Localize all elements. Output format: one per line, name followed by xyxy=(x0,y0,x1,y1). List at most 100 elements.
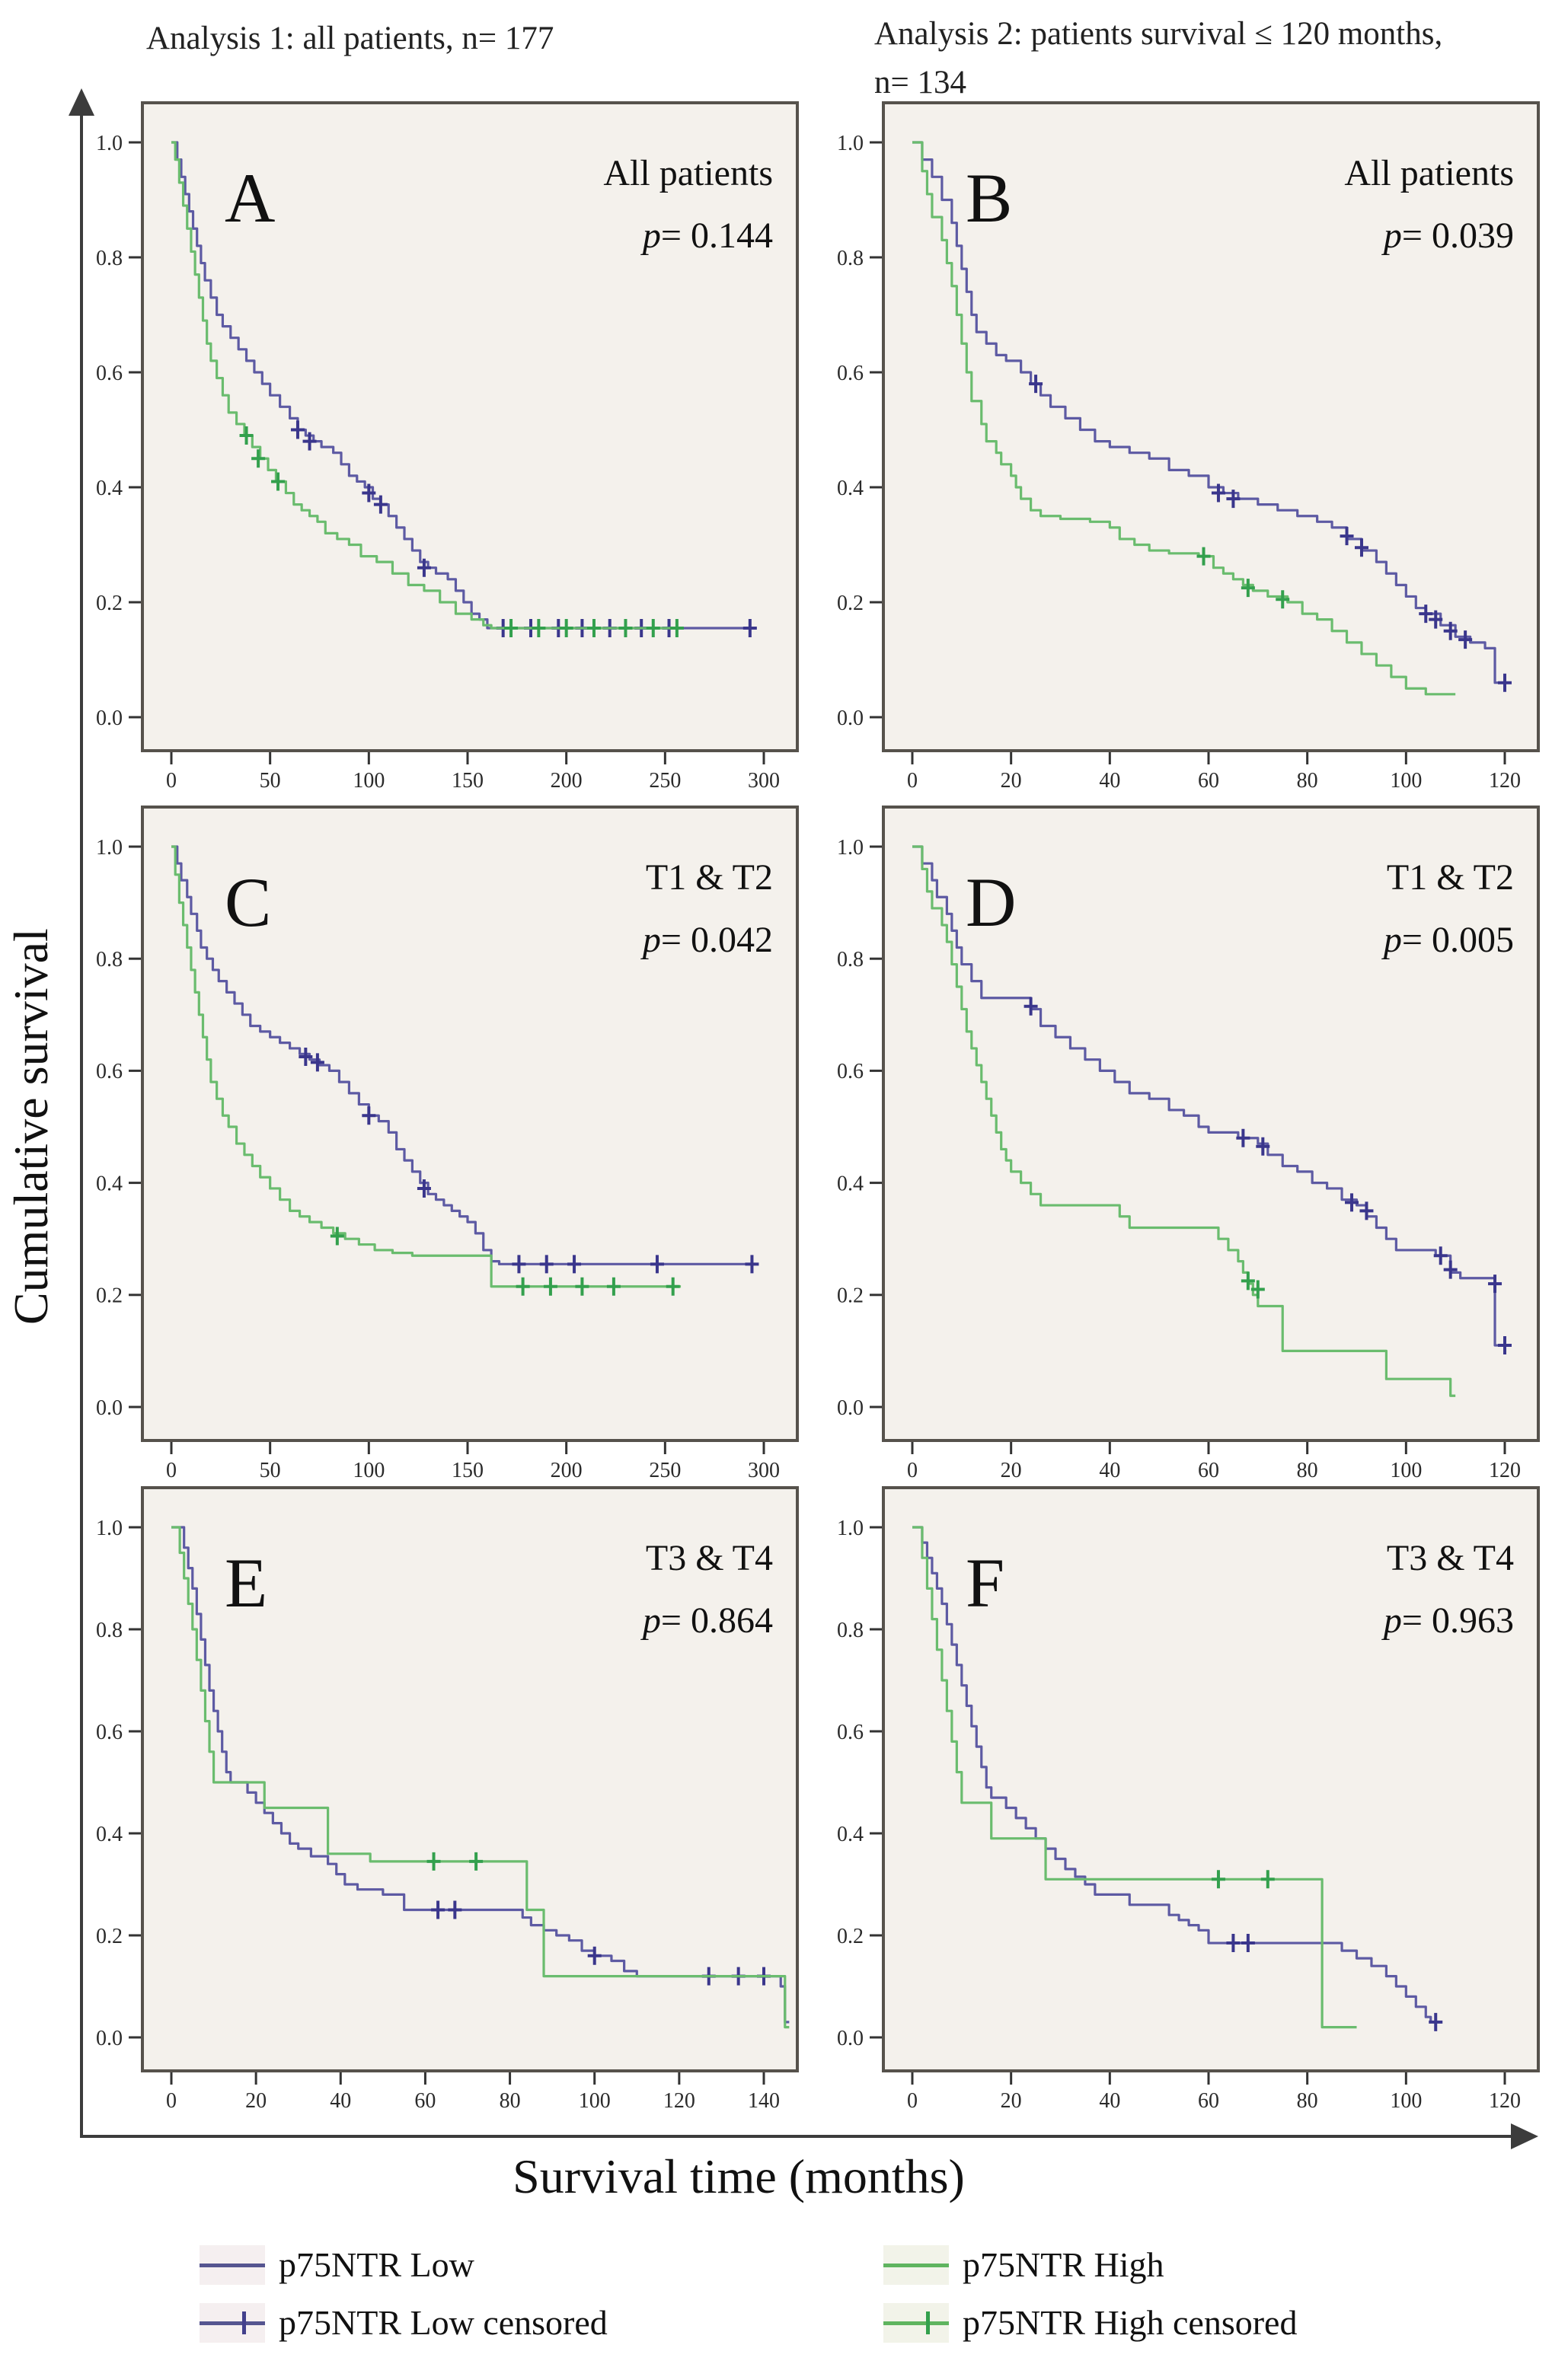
y-axis-arrowhead-icon xyxy=(69,88,94,116)
x-tick-label: 100 xyxy=(579,2089,611,2113)
censor-mark-low xyxy=(1236,1128,1250,1147)
x-tick-label: 140 xyxy=(748,2089,780,2113)
y-tick-label: 0.2 xyxy=(837,592,864,615)
panel-group-label: T3 & T4 xyxy=(1387,1538,1514,1578)
censor-mark-low xyxy=(745,1255,759,1274)
x-tick-label: 40 xyxy=(1099,2089,1120,2113)
censor-mark-high xyxy=(1260,1870,1275,1889)
panel-group-label: T1 & T2 xyxy=(1387,857,1514,898)
survival-curve-high xyxy=(912,1526,1357,2029)
panel-letter: B xyxy=(966,159,1012,237)
legend-label: p75NTR Low xyxy=(279,2245,474,2284)
censor-mark-low xyxy=(1226,1934,1241,1953)
censor-mark-low xyxy=(290,420,305,439)
censor-mark-low xyxy=(742,618,757,637)
legend-item-low: p75NTR Low xyxy=(200,2244,474,2285)
y-tick-label: 0.4 xyxy=(837,477,864,500)
censor-mark-high xyxy=(1241,579,1255,598)
censor-mark-low xyxy=(1443,1260,1458,1279)
censor-mark-low xyxy=(1458,630,1473,649)
censor-mark-high xyxy=(516,1277,530,1296)
x-tick-label: 20 xyxy=(1001,1459,1022,1482)
panel-b: 0 20 40 60 80 100 120 1.0 0.8 0.6 0.4 0.2 0.0 B All pa… xyxy=(810,101,1540,801)
x-tick-label: 150 xyxy=(452,769,484,793)
x-tick-label: 120 xyxy=(1489,1459,1521,1482)
x-tick-label: 100 xyxy=(1390,1459,1422,1482)
legend-item-high: p75NTR High xyxy=(883,2244,1164,2285)
low-line-icon xyxy=(200,2321,265,2325)
censor-mark-low xyxy=(650,1255,664,1274)
censor-mark-high xyxy=(559,618,573,637)
x-tick-label: 80 xyxy=(1297,1459,1318,1482)
censor-mark-low xyxy=(1498,673,1512,692)
y-tick-label: 0.6 xyxy=(96,362,123,385)
y-tick-label: 0.6 xyxy=(837,1721,864,1744)
column-title-analysis1: Analysis 1: all patients, n= 177 xyxy=(146,21,554,56)
censor-mark-low xyxy=(1433,1246,1448,1265)
y-tick-label: 0.2 xyxy=(96,592,123,615)
censor-plus-icon xyxy=(926,2311,930,2334)
censor-mark-low xyxy=(417,558,431,577)
x-tick-label: 50 xyxy=(260,1459,281,1482)
x-tick-label: 80 xyxy=(500,2089,521,2113)
x-tick-label: 100 xyxy=(1390,769,1422,793)
censor-mark-low xyxy=(310,1053,324,1072)
panel-group-label: T1 & T2 xyxy=(646,857,773,898)
legend-swatch-low-censored xyxy=(200,2302,265,2343)
censor-mark-low xyxy=(1498,1336,1512,1355)
censor-mark-high xyxy=(606,1277,621,1296)
x-tick-label: 60 xyxy=(1198,2089,1219,2113)
x-tick-label: 20 xyxy=(245,2089,267,2113)
x-tick-label: 250 xyxy=(649,769,681,793)
y-tick-label: 0.4 xyxy=(96,1172,123,1195)
plot-frame xyxy=(141,806,799,1442)
censor-mark-high xyxy=(1241,1271,1255,1290)
x-tick-label: 120 xyxy=(1489,2089,1521,2113)
x-tick-label: 100 xyxy=(1390,2089,1422,2113)
y-tick-label: 0.0 xyxy=(96,707,123,730)
censor-mark-high xyxy=(239,426,254,445)
censor-mark-low xyxy=(362,483,376,502)
x-tick-label: 0 xyxy=(907,769,918,793)
y-tick-label: 0.0 xyxy=(96,1396,123,1420)
censor-mark-low xyxy=(299,1048,313,1066)
x-tick-label: 100 xyxy=(353,769,385,793)
legend-item-high-censored: p75NTR High censored xyxy=(883,2302,1297,2343)
panel-d: 0 20 40 60 80 100 120 1.0 0.8 0.6 0.4 0.2 0.0 D T1 & T… xyxy=(810,806,1540,1491)
panel-p-value: p= 0.864 xyxy=(640,1600,773,1641)
censor-mark-high xyxy=(1196,547,1211,566)
y-tick-label: 0.2 xyxy=(837,1925,864,1948)
legend-label: p75NTR High censored xyxy=(963,2303,1298,2342)
censor-mark-low xyxy=(567,1255,582,1274)
censor-mark-low xyxy=(448,1900,462,1919)
censor-mark-low xyxy=(373,495,388,514)
y-tick-label: 1.0 xyxy=(837,836,864,860)
x-tick-label: 80 xyxy=(1297,769,1318,793)
survival-curve-low xyxy=(171,1526,790,2024)
y-tick-label: 0.8 xyxy=(96,247,123,270)
x-tick-label: 250 xyxy=(649,1459,681,1482)
low-line-icon xyxy=(200,2263,265,2267)
censor-mark-low xyxy=(512,1255,526,1274)
y-tick-label: 0.4 xyxy=(837,1823,864,1846)
y-tick-label: 0.0 xyxy=(837,2027,864,2050)
y-tick-label: 1.0 xyxy=(837,132,864,155)
censor-mark-low xyxy=(539,1255,554,1274)
x-tick-label: 80 xyxy=(1297,2089,1318,2113)
censor-mark-high xyxy=(1276,590,1290,609)
censor-mark-high xyxy=(575,1277,589,1296)
y-tick-label: 0.6 xyxy=(837,1060,864,1083)
y-tick-label: 0.8 xyxy=(96,948,123,971)
x-tick-label: 40 xyxy=(1099,1459,1120,1482)
censor-mark-low xyxy=(1429,2012,1443,2031)
y-tick-label: 1.0 xyxy=(96,1517,123,1540)
censor-mark-high xyxy=(504,618,519,637)
x-tick-label: 20 xyxy=(1001,769,1022,793)
x-tick-label: 0 xyxy=(166,769,177,793)
survival-curve-low xyxy=(912,1526,1441,2024)
plot-frame xyxy=(882,101,1540,752)
censor-mark-low xyxy=(362,1106,376,1125)
plot-frame xyxy=(141,1486,799,2072)
panel-letter: D xyxy=(966,863,1016,941)
